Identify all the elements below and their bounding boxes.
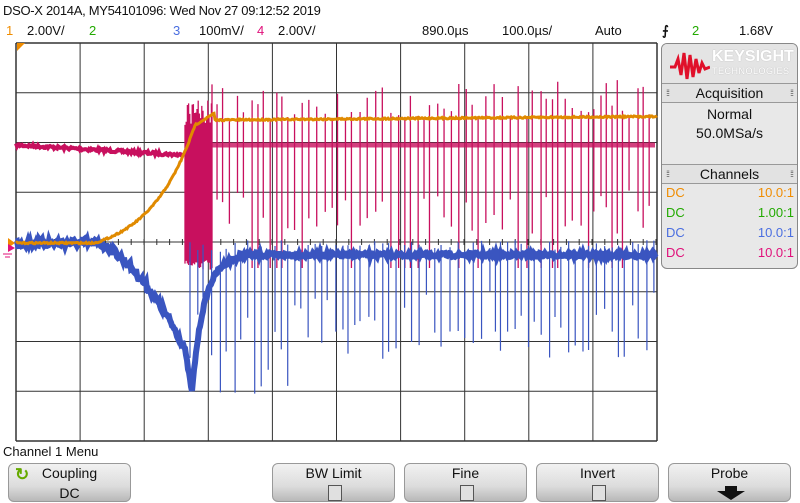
ch1-scale[interactable]: 2.00V/: [27, 23, 65, 38]
waveform-display[interactable]: [0, 40, 660, 442]
checkbox-icon: [328, 485, 342, 501]
probe-label: Probe: [710, 465, 749, 481]
acquisition-heading-label: Acquisition: [695, 85, 764, 101]
channel-row[interactable]: DC 1.00:1: [666, 205, 794, 224]
invert-label: Invert: [579, 465, 615, 481]
channel-row[interactable]: DC 10.0:1: [666, 245, 794, 264]
time-scale[interactable]: 100.0µs/: [502, 23, 553, 38]
ch4-number[interactable]: 4: [257, 23, 265, 38]
channel-probe-ratio: 10.0:1: [757, 245, 794, 260]
checkbox-icon: [592, 485, 606, 501]
acquisition-mode: Normal: [706, 106, 753, 122]
ch3-spikes: [189, 240, 655, 394]
coupling-button[interactable]: ↻ Coupling DC: [8, 463, 131, 502]
side-panel: KEYSIGHT TECHNOLOGIES ⁞⁞ Acquisition ⁞⁞ No…: [661, 43, 798, 269]
channel-coupling: DC: [666, 225, 685, 240]
ch1-trace: [15, 111, 658, 246]
ch4-scale[interactable]: 2.00V/: [278, 23, 316, 38]
arrow-down-icon: [717, 486, 745, 500]
ch4-trace: [14, 140, 184, 160]
coupling-label: Coupling: [41, 465, 98, 481]
ch1-number[interactable]: 1: [6, 23, 14, 38]
brand-name: KEYSIGHT: [712, 48, 794, 65]
time-delay[interactable]: 890.0µs: [422, 23, 469, 38]
channel-row[interactable]: DC 10.0:1: [666, 185, 794, 204]
bw-limit-label: BW Limit: [305, 465, 362, 481]
ch3-scale[interactable]: 100mV/: [199, 23, 244, 38]
trigger-position-marker[interactable]: [17, 43, 25, 51]
cycle-icon: ↻: [15, 465, 30, 484]
trigger-mode[interactable]: Auto: [595, 23, 622, 38]
channels-heading[interactable]: ⁞⁞ Channels ⁞⁞: [662, 164, 797, 184]
acquisition-heading[interactable]: ⁞⁞ Acquisition ⁞⁞: [662, 83, 797, 103]
invert-button[interactable]: Invert: [536, 463, 659, 502]
trigger-level[interactable]: 1.68V: [739, 23, 773, 38]
channel-probe-ratio: 10.0:1: [757, 185, 794, 200]
ch3-number[interactable]: 3: [173, 23, 181, 38]
channel-coupling: DC: [666, 185, 685, 200]
channel-probe-ratio: 10.0:1: [757, 225, 794, 240]
coupling-value: DC: [59, 485, 80, 501]
ch2-number[interactable]: 2: [89, 23, 97, 38]
channels-heading-label: Channels: [699, 166, 760, 182]
brand-sub: TECHNOLOGIES: [712, 66, 790, 76]
menu-title: Channel 1 Menu: [3, 444, 99, 459]
ch4-ground-marker[interactable]: [8, 244, 15, 252]
window-title: DSO-X 2014A, MY54101096: Wed Nov 27 09:1…: [3, 3, 321, 18]
sample-rate: 50.0MSa/s: [696, 125, 763, 141]
keysight-wave-icon: [670, 52, 710, 80]
checkbox-icon: [460, 485, 474, 501]
channel-coupling: DC: [666, 205, 685, 220]
bw-limit-button[interactable]: BW Limit: [272, 463, 395, 502]
channel-probe-ratio: 1.00:1: [757, 205, 794, 220]
channel-coupling: DC: [666, 245, 685, 260]
fine-label: Fine: [451, 465, 480, 481]
probe-button[interactable]: Probe: [668, 463, 791, 502]
brand-logo: KEYSIGHT TECHNOLOGIES: [662, 44, 797, 88]
fine-button[interactable]: Fine: [404, 463, 527, 502]
rising-edge-icon: ⨍: [662, 23, 669, 38]
trigger-source[interactable]: 2: [692, 23, 700, 38]
channel-row[interactable]: DC 10.0:1: [666, 225, 794, 244]
